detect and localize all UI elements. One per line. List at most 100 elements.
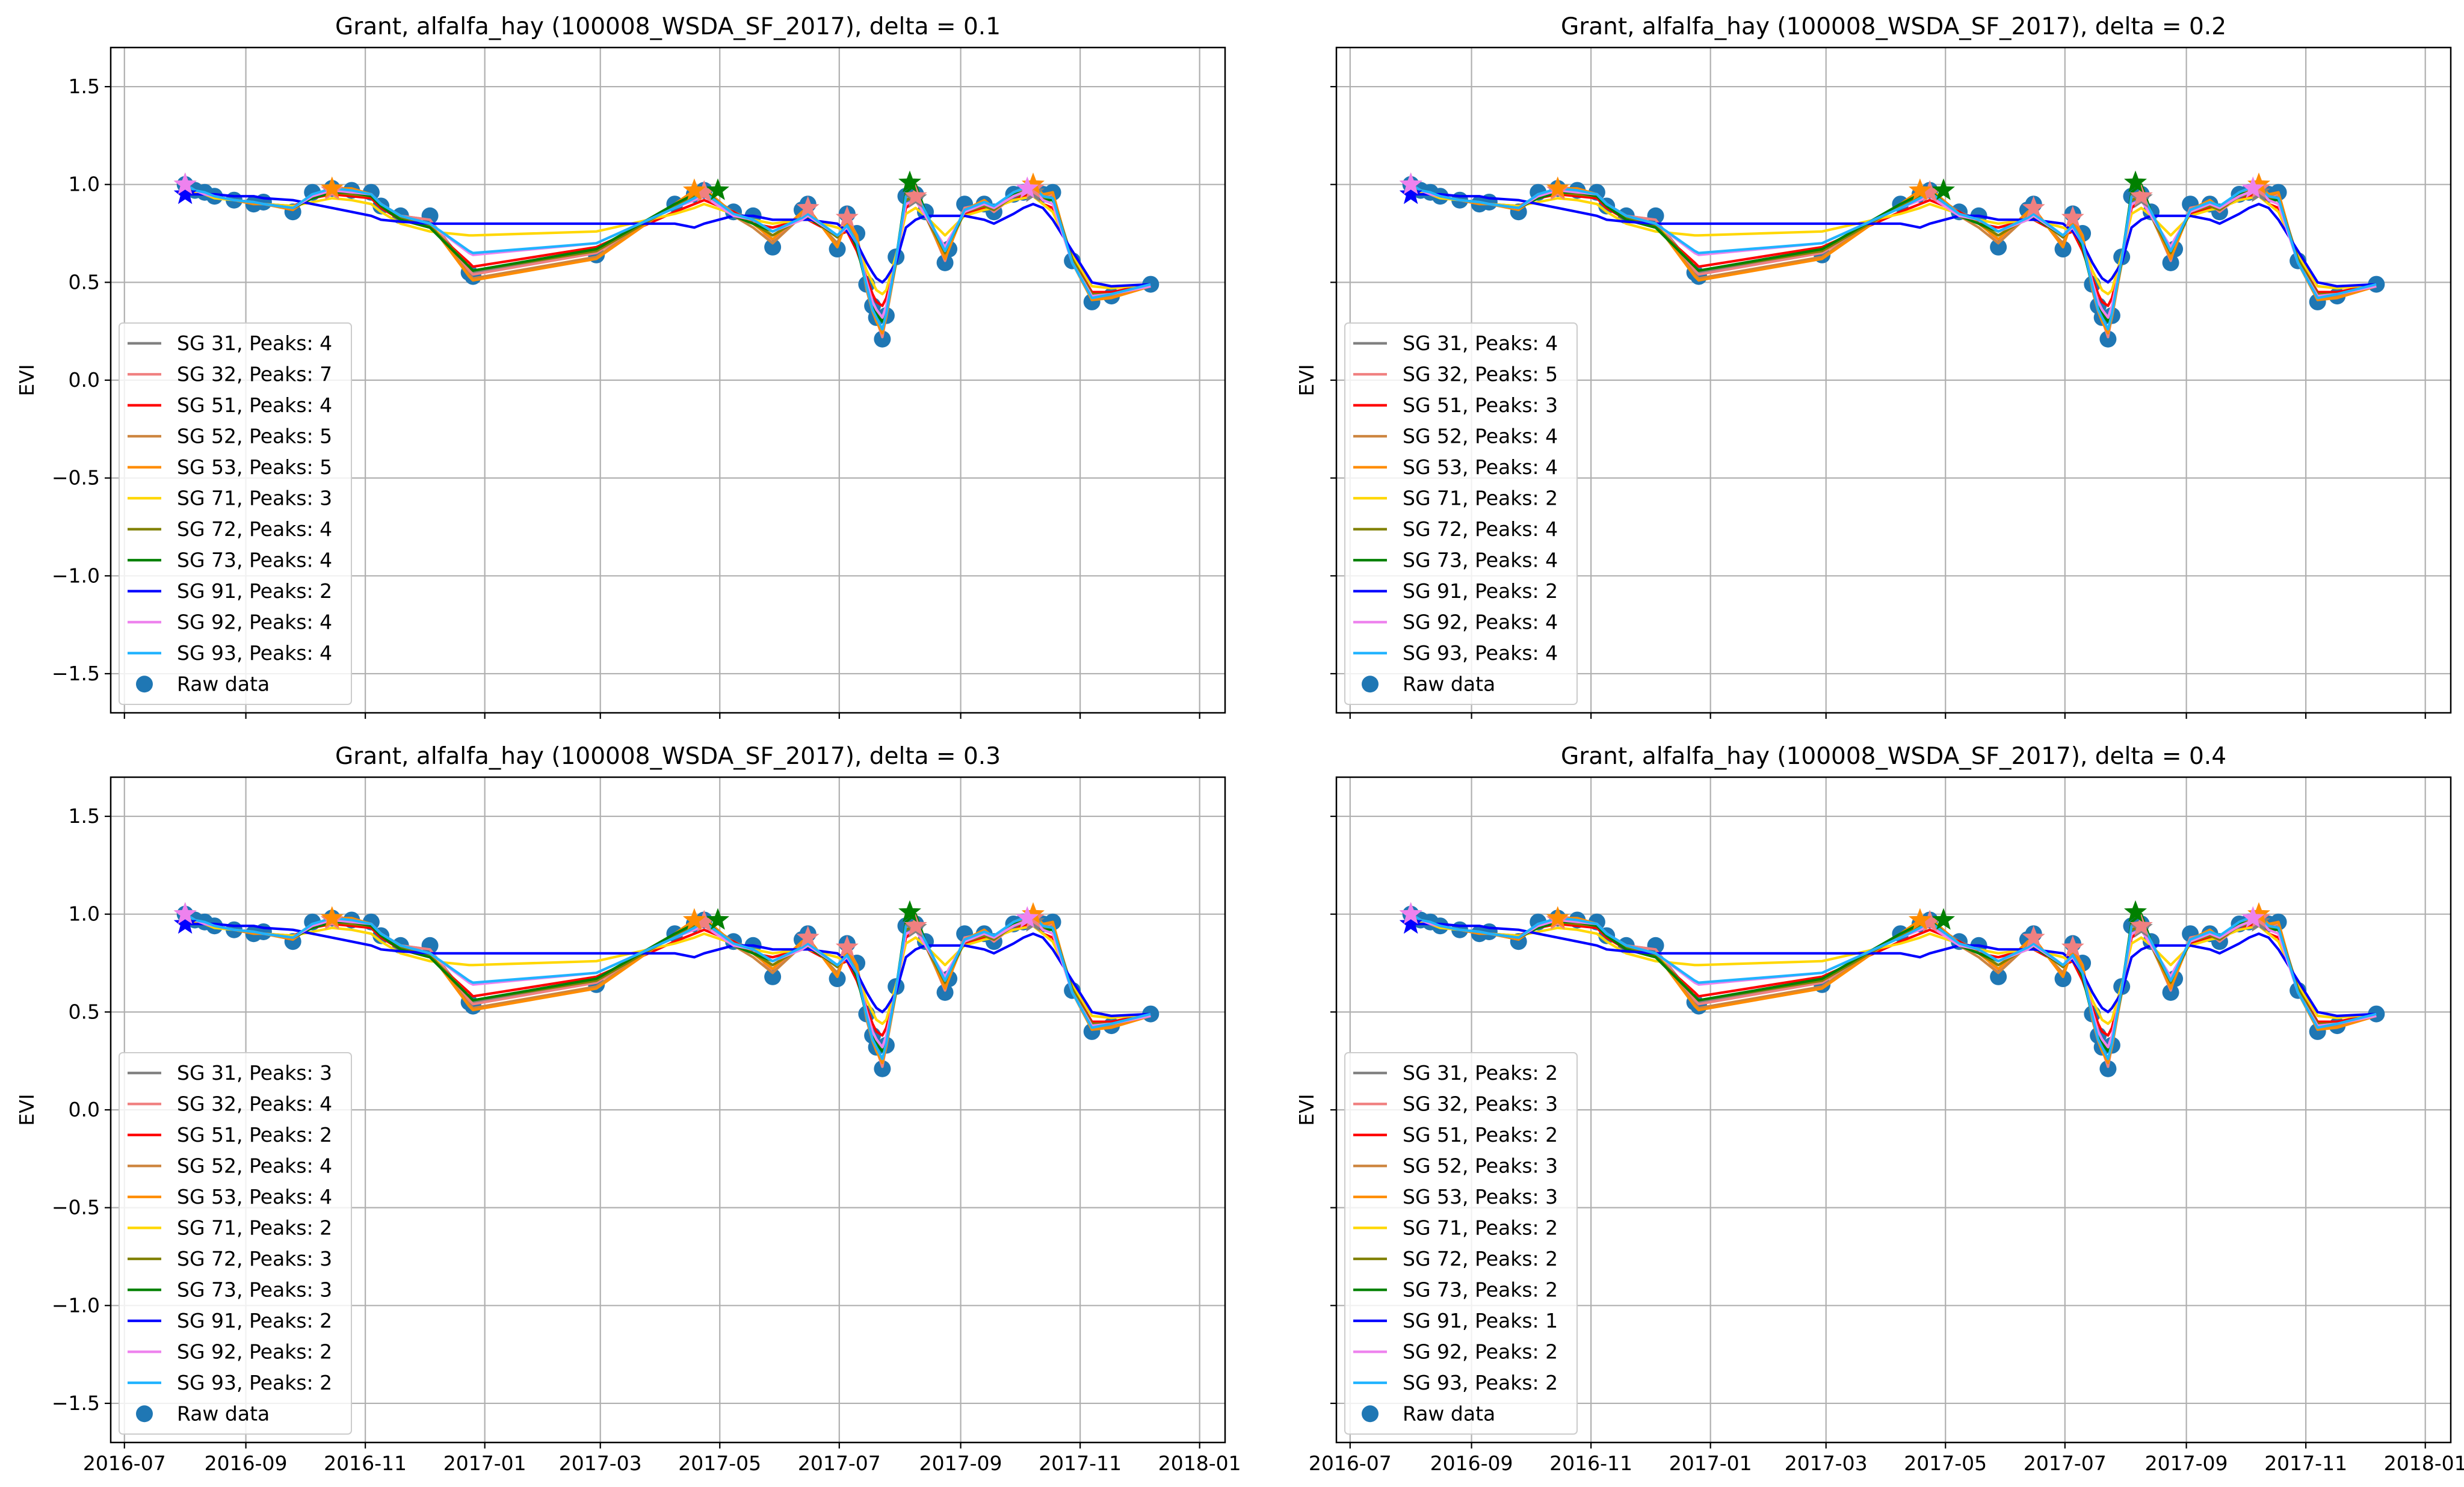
- peak-marker: [682, 908, 706, 930]
- peak-marker: [1016, 176, 1039, 199]
- legend-entry: SG 72, Peaks: 4: [177, 517, 332, 541]
- peak-marker: [2241, 176, 2265, 199]
- legend-entry: SG 52, Peaks: 3: [1403, 1154, 1558, 1177]
- chart-title: Grant, alfalfa_hay (100008_WSDA_SF_2017)…: [335, 743, 1001, 770]
- legend-entry: SG 92, Peaks: 4: [177, 610, 332, 633]
- peak-marker: [1932, 908, 1955, 930]
- legend-entry: SG 51, Peaks: 4: [177, 393, 332, 417]
- subplot-3: 1.5 1.0 0.5 0.0 −0.5 −1.0 −1.5 2016-07 2016-09 20…: [15, 743, 1241, 1475]
- y-axis-label: EVI: [15, 1094, 39, 1125]
- legend-entry: SG 32, Peaks: 3: [1403, 1092, 1558, 1115]
- raw-data-point: [2054, 241, 2072, 258]
- raw-data-point: [874, 330, 891, 348]
- peak-marker: [898, 170, 921, 192]
- legend-entry: SG 51, Peaks: 2: [177, 1123, 332, 1147]
- y-tick-label: −1.0: [52, 564, 100, 587]
- peak-marker: [1546, 906, 1569, 928]
- subplot-1: 1.5 1.0 0.5 0.0 −0.5 −1.0 −1.5 EVI Grant, alfalf…: [15, 13, 1226, 719]
- legend-entry: SG 71, Peaks: 3: [177, 486, 332, 510]
- x-tick-label: 2017-03: [1785, 1452, 1868, 1475]
- legend-swatch: [136, 1405, 153, 1423]
- x-tick-label: 2017-07: [2024, 1452, 2107, 1475]
- peak-marker: [796, 195, 820, 218]
- legend-entry: SG 72, Peaks: 2: [1403, 1247, 1558, 1270]
- legend: SG 31, Peaks: 4 SG 32, Peaks: 7 SG 51, Pea…: [119, 322, 352, 705]
- raw-data-point: [936, 254, 954, 271]
- legend-swatch: [1362, 676, 1379, 693]
- peak-marker: [835, 206, 859, 228]
- raw-data-point: [1990, 968, 2007, 985]
- legend-entry: SG 53, Peaks: 3: [1403, 1185, 1558, 1208]
- legend-entry: SG 51, Peaks: 2: [1403, 1123, 1558, 1147]
- x-tick-label: 2017-05: [678, 1452, 761, 1475]
- legend-entry: Raw data: [1403, 1402, 1495, 1425]
- peak-marker: [1016, 906, 1039, 928]
- raw-data-point: [936, 984, 954, 1001]
- y-axis-label: EVI: [15, 364, 39, 396]
- legend-entry: SG 71, Peaks: 2: [177, 1216, 332, 1239]
- legend-entry: SG 31, Peaks: 3: [177, 1061, 332, 1085]
- peak-marker: [835, 935, 859, 958]
- peak-marker: [1399, 172, 1422, 194]
- x-tick-label: 2017-01: [443, 1452, 526, 1475]
- legend-entry: SG 72, Peaks: 3: [177, 1247, 332, 1270]
- peak-marker: [1908, 908, 1931, 930]
- peak-marker: [2124, 170, 2147, 192]
- y-tick-label: 1.5: [69, 804, 100, 828]
- raw-data-point: [2162, 254, 2179, 271]
- raw-data-point: [1990, 238, 2007, 256]
- legend-entry: SG 91, Peaks: 1: [1403, 1309, 1558, 1332]
- x-tick-label: 2016-07: [1309, 1452, 1392, 1475]
- raw-data-point: [829, 970, 846, 988]
- legend-entry: SG 71, Peaks: 2: [1403, 486, 1558, 510]
- peak-marker: [2129, 914, 2153, 936]
- legend-entry: Raw data: [177, 672, 270, 695]
- x-tick-label: 2016-09: [1430, 1452, 1513, 1475]
- x-tick-label: 2016-07: [83, 1452, 166, 1475]
- x-tick-label: 2016-09: [205, 1452, 288, 1475]
- legend-entry: SG 91, Peaks: 2: [1403, 579, 1558, 603]
- peak-marker: [173, 902, 197, 924]
- y-tick-label: −0.5: [52, 466, 100, 490]
- raw-data-point: [829, 241, 846, 258]
- legend-box: [1344, 1052, 1578, 1435]
- series-line: [185, 192, 1151, 288]
- series-line: [1410, 913, 2377, 1061]
- legend-entry: SG 53, Peaks: 5: [177, 455, 332, 479]
- x-tick-label: 2017-09: [2145, 1452, 2228, 1475]
- legend-box: [119, 322, 352, 705]
- peak-marker: [2241, 906, 2265, 928]
- y-tick-label: −1.0: [52, 1293, 100, 1317]
- y-tick-label: 0.0: [69, 1098, 100, 1121]
- series-line: [185, 922, 1151, 1018]
- peak-marker: [173, 912, 197, 934]
- x-tick-label: 2017-01: [1669, 1452, 1752, 1475]
- axes-frame: [110, 46, 1226, 714]
- raw-data-point: [874, 1060, 891, 1077]
- peak-marker: [706, 178, 729, 200]
- raw-data-point: [764, 238, 782, 256]
- y-tick-label: 1.0: [69, 902, 100, 926]
- peak-marker: [2124, 900, 2147, 922]
- x-tick-label: 2017-11: [1039, 1452, 1122, 1475]
- peak-marker: [2061, 206, 2084, 228]
- peak-marker: [1399, 902, 1422, 924]
- peak-marker: [1932, 178, 1955, 200]
- legend-entry: SG 92, Peaks: 2: [177, 1340, 332, 1363]
- peak-marker: [796, 925, 820, 947]
- chart-title: Grant, alfalfa_hay (100008_WSDA_SF_2017)…: [1561, 13, 2226, 40]
- peak-marker: [1918, 910, 1942, 932]
- legend-entry: Raw data: [1403, 672, 1495, 695]
- legend-swatch: [1362, 1405, 1379, 1423]
- peak-marker: [2061, 935, 2084, 958]
- legend-entry: SG 73, Peaks: 4: [177, 548, 332, 571]
- legend-entry: SG 72, Peaks: 4: [1403, 517, 1558, 541]
- peak-marker: [2247, 902, 2270, 924]
- peak-marker: [1399, 182, 1422, 205]
- peak-marker: [2022, 195, 2045, 218]
- plot-area: [173, 900, 1159, 1077]
- legend-entry: SG 73, Peaks: 4: [1403, 548, 1558, 571]
- y-tick-label: 1.5: [69, 75, 100, 98]
